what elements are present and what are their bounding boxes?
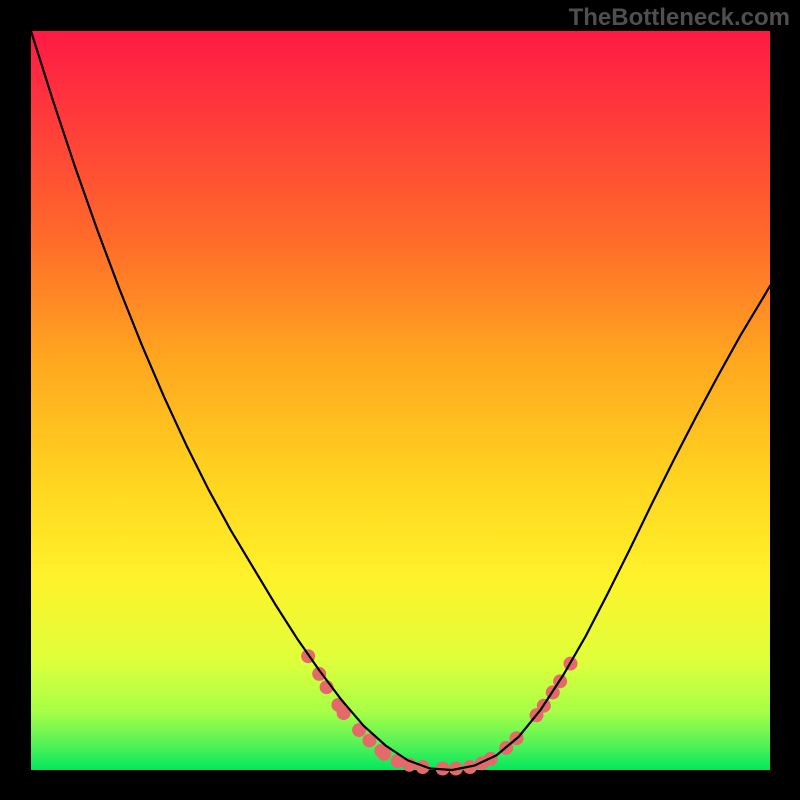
bottleneck-chart bbox=[0, 0, 800, 800]
plot-background bbox=[31, 31, 770, 770]
watermark-text: TheBottleneck.com bbox=[569, 4, 790, 32]
chart-root: TheBottleneck.com bbox=[0, 0, 800, 800]
